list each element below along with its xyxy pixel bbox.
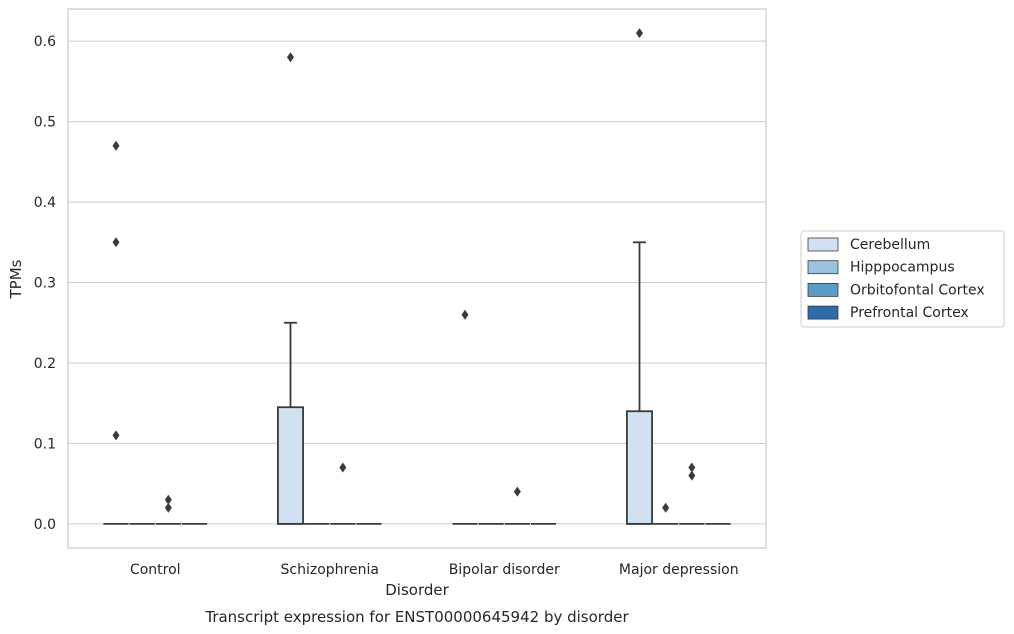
box-cerebellum bbox=[626, 28, 653, 525]
legend-swatch bbox=[807, 305, 839, 320]
legend-label: Hipppocampus bbox=[850, 260, 955, 276]
y-axis-ticks: 0.0 0.1 0.2 0.3 0.4 0.5 0.6 bbox=[34, 34, 56, 533]
plot-frame bbox=[67, 8, 767, 549]
legend-label: Orbitofontal Cortex bbox=[850, 282, 985, 298]
box-hipppocampus bbox=[653, 502, 679, 525]
box-orbitofontal-cortex bbox=[330, 462, 356, 525]
grid-lines bbox=[68, 40, 766, 525]
y-tick-label: 0.0 bbox=[34, 517, 56, 533]
outlier-point bbox=[112, 140, 120, 151]
y-tick-label: 0.4 bbox=[34, 195, 56, 211]
outlier-point bbox=[662, 502, 670, 513]
legend-swatch bbox=[807, 237, 839, 252]
y-tick-label: 0.2 bbox=[34, 356, 56, 372]
outlier-point bbox=[513, 486, 521, 497]
y-tick-label: 0.3 bbox=[34, 276, 56, 292]
outlier-point bbox=[112, 430, 120, 441]
outlier-point bbox=[164, 494, 172, 505]
outlier-point bbox=[339, 462, 347, 473]
legend-swatch bbox=[807, 260, 839, 275]
y-tick-label: 0.1 bbox=[34, 436, 56, 452]
x-axis-ticks: Control Schizophrenia Bipolar disorder Majo… bbox=[130, 562, 739, 578]
outlier-point bbox=[688, 462, 696, 473]
outlier-point bbox=[164, 502, 172, 513]
box-cerebellum bbox=[452, 309, 478, 525]
outlier-point bbox=[461, 309, 469, 320]
x-tick-label: Control bbox=[130, 562, 181, 578]
box-cerebellum bbox=[276, 52, 304, 525]
chart-title: Transcript expression for ENST0000064594… bbox=[204, 608, 629, 626]
legend: Cerebellum Hipppocampus Orbitofontal Corte… bbox=[800, 230, 1005, 328]
box bbox=[276, 406, 304, 525]
x-tick-label: Major depression bbox=[619, 562, 739, 578]
outlier-point bbox=[635, 28, 643, 39]
box-cerebellum bbox=[103, 140, 129, 525]
box bbox=[626, 410, 653, 525]
outlier-point bbox=[286, 52, 294, 63]
outlier-point bbox=[688, 470, 696, 481]
legend-label: Prefrontal Cortex bbox=[850, 305, 969, 321]
y-axis-label: TPMs bbox=[7, 259, 25, 299]
box-orbitofontal-cortex bbox=[679, 462, 705, 525]
x-tick-label: Bipolar disorder bbox=[449, 562, 560, 578]
legend-label: Cerebellum bbox=[850, 237, 930, 253]
legend-frame bbox=[800, 230, 1005, 328]
box-plot-marks bbox=[103, 28, 731, 525]
y-tick-label: 0.5 bbox=[34, 115, 56, 131]
y-tick-label: 0.6 bbox=[34, 34, 56, 50]
outlier-point bbox=[112, 237, 120, 248]
box-orbitofontal-cortex bbox=[155, 494, 181, 525]
x-tick-label: Schizophrenia bbox=[281, 562, 379, 578]
x-axis-label: Disorder bbox=[385, 581, 449, 599]
box-orbitofontal-cortex bbox=[504, 486, 530, 525]
legend-swatch bbox=[807, 282, 839, 297]
